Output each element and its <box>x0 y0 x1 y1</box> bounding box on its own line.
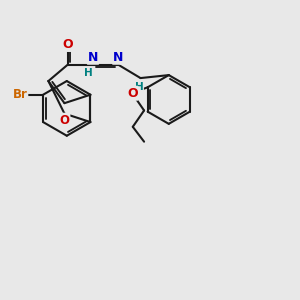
Text: N: N <box>88 51 98 64</box>
Text: N: N <box>113 51 123 64</box>
Text: Br: Br <box>13 88 27 101</box>
Text: H: H <box>84 68 93 78</box>
Text: O: O <box>62 38 73 51</box>
Text: O: O <box>59 114 70 127</box>
Text: O: O <box>127 87 137 100</box>
Text: H: H <box>135 82 143 92</box>
